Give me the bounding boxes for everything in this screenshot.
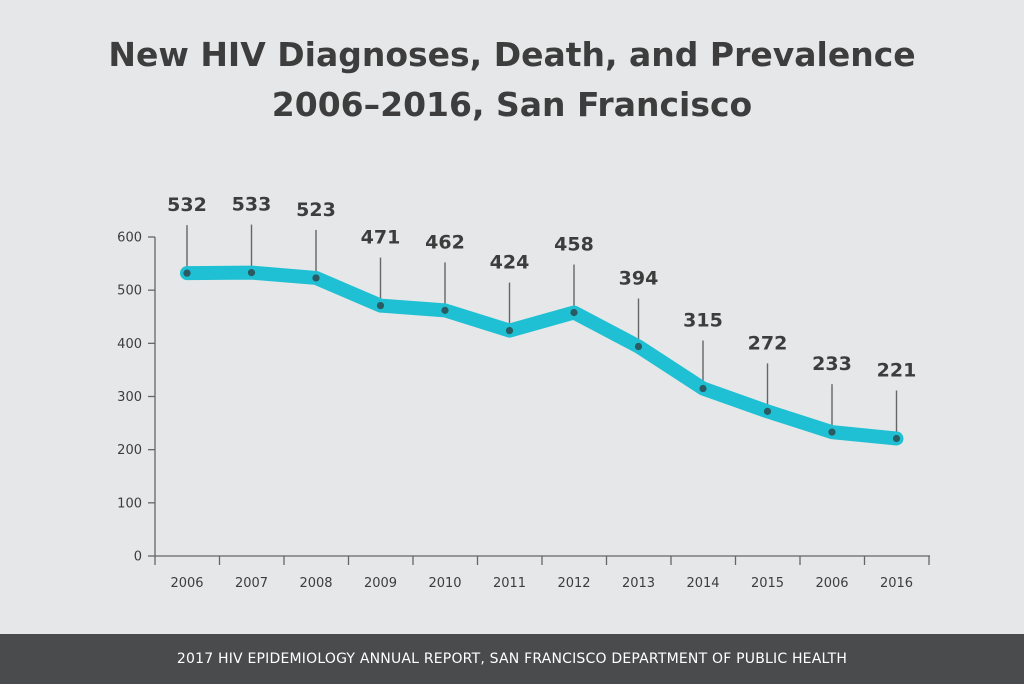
data-point: [441, 306, 449, 314]
data-point: [634, 342, 643, 351]
data-label: 532: [167, 194, 207, 216]
x-tick-label: 2015: [751, 576, 784, 591]
x-tick-label: 2008: [299, 576, 332, 591]
data-point: [828, 428, 836, 436]
data-point: [376, 301, 385, 310]
data-label: 533: [232, 194, 272, 216]
x-tick-label: 2016: [880, 576, 913, 591]
data-point: [312, 274, 320, 282]
data-label: 523: [296, 199, 336, 221]
data-label: 394: [619, 268, 659, 290]
x-tick-label: 2011: [493, 576, 526, 591]
y-tick-label: 200: [117, 443, 142, 458]
x-tick-label: 2006: [170, 576, 203, 591]
data-label: 462: [425, 231, 465, 253]
y-tick-label: 0: [134, 550, 142, 565]
y-tick-label: 300: [117, 390, 142, 405]
line-chart: 0 100 200 300 400 500 600 2006 2007 2008 2009 2010 2…: [117, 194, 930, 591]
y-tick-label: 500: [117, 284, 142, 299]
chart-title: New HIV Diagnoses, Death, and Prevalence…: [0, 30, 1024, 130]
y-tick-label: 600: [117, 231, 142, 246]
data-label: 233: [812, 353, 852, 375]
data-labels: 532 533 523 471 462 424 458 394 315 272 233 221: [167, 194, 916, 382]
markers: [183, 269, 901, 443]
x-tick-label: 2007: [235, 576, 268, 591]
data-point: [763, 407, 772, 415]
y-tick-label: 100: [117, 496, 142, 511]
series-line: [180, 265, 904, 446]
data-label: 272: [748, 332, 788, 354]
x-tick-label: 2006: [815, 576, 848, 591]
footer: 2017 HIV EPIDEMIOLOGY ANNUAL REPORT, SAN…: [0, 634, 1024, 684]
x-tick-label: 2013: [622, 576, 655, 591]
chart-title-line-1: New HIV Diagnoses, Death, and Prevalence: [108, 35, 916, 74]
x-tick-label: 2014: [686, 576, 719, 591]
data-label: 424: [490, 252, 530, 274]
series: [180, 265, 904, 446]
data-label: 315: [683, 310, 723, 332]
data-label: 471: [361, 227, 401, 249]
data-point: [183, 269, 191, 277]
footer-text: 2017 HIV EPIDEMIOLOGY ANNUAL REPORT, SAN…: [176, 651, 848, 667]
data-point: [505, 326, 514, 335]
x-tick-label: 2010: [428, 576, 461, 591]
axes: 0 100 200 300 400 500 600 2006 2007 2008 2009 2010 2…: [117, 231, 930, 591]
y-tick-label: 400: [117, 337, 142, 352]
data-point: [570, 308, 578, 317]
leader-lines: [186, 224, 898, 439]
data-point: [699, 384, 707, 393]
data-point: [892, 434, 901, 443]
data-label: 458: [554, 233, 594, 255]
data-label: 221: [877, 360, 917, 382]
x-tick-label: 2009: [364, 576, 397, 591]
x-tick-label: 2012: [557, 576, 590, 591]
chart-title-line-2: 2006–2016, San Francisco: [271, 85, 753, 124]
data-point: [247, 269, 256, 277]
